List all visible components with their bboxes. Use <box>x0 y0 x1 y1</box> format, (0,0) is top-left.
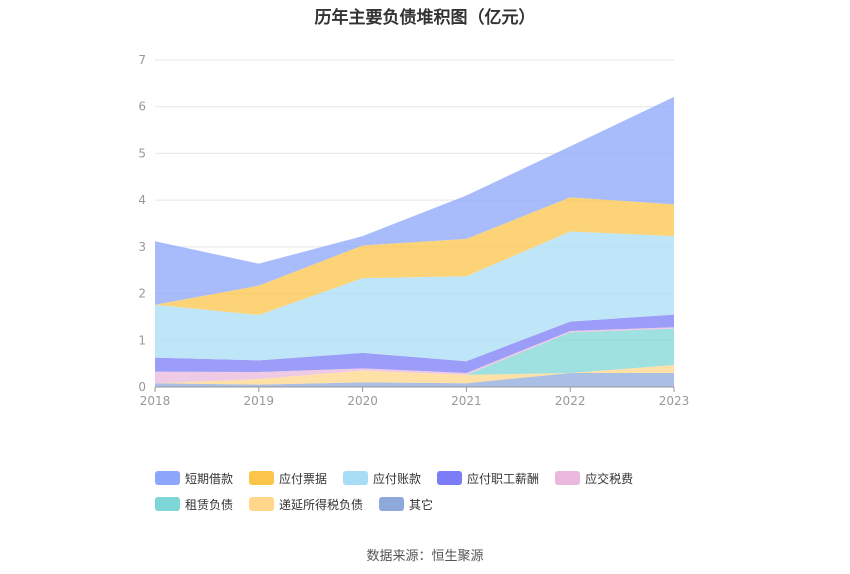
area-series-6 <box>155 197 674 316</box>
y-tick-label: 0 <box>138 380 146 394</box>
area-series-4 <box>155 314 674 373</box>
legend-swatch <box>437 471 463 485</box>
y-tick-label: 7 <box>138 53 146 67</box>
legend-label: 应付票据 <box>279 471 328 486</box>
legend-swatch <box>155 497 180 511</box>
legend-swatch <box>343 471 369 485</box>
legend-swatch <box>155 471 180 485</box>
y-tick-label: 6 <box>138 100 146 114</box>
legend-item[interactable]: 应交税费 <box>555 470 633 486</box>
legend-label: 短期借款 <box>185 471 234 486</box>
legend-label: 租赁负债 <box>185 497 234 512</box>
legend-item[interactable]: 其它 <box>379 496 433 512</box>
x-tick-label: 2022 <box>555 394 586 408</box>
legend-swatch <box>249 497 275 511</box>
area-series-2 <box>155 328 674 384</box>
area-series-1 <box>155 365 674 385</box>
chart-title: 历年主要负债堆积图（亿元） <box>314 8 536 28</box>
y-tick-label: 1 <box>138 333 146 347</box>
legend-item[interactable]: 短期借款 <box>155 470 233 486</box>
legend-swatch <box>249 471 275 485</box>
chart-legend: 短期借款 应付票据 应付账款 应付职工薪酬 应交税费租赁负债 递延所得税负债 其它 <box>155 470 715 512</box>
legend-label: 应交税费 <box>585 471 634 486</box>
x-tick-label: 2021 <box>451 394 482 408</box>
legend-label: 应付职工薪酬 <box>467 471 540 486</box>
legend-item[interactable]: 租赁负债 <box>155 496 233 512</box>
legend-label: 应付账款 <box>373 471 422 486</box>
legend-item[interactable]: 应付职工薪酬 <box>437 470 539 486</box>
area-series-3 <box>155 327 674 384</box>
legend-swatch <box>555 471 581 485</box>
x-tick-label: 2020 <box>347 394 378 408</box>
area-series-0 <box>155 372 674 387</box>
y-tick-label: 2 <box>138 287 146 301</box>
legend-label: 其它 <box>409 497 434 512</box>
source-note: 数据来源：恒生聚源 <box>366 549 484 564</box>
legend-label: 递延所得税负债 <box>279 497 364 512</box>
legend-item[interactable]: 应付账款 <box>343 470 421 486</box>
legend-item[interactable]: 应付票据 <box>249 470 327 486</box>
area-series-7 <box>155 96 674 305</box>
y-tick-label: 3 <box>138 240 146 254</box>
x-tick-label: 2023 <box>659 394 690 408</box>
area-series-5 <box>155 231 674 362</box>
y-tick-label: 5 <box>138 146 146 160</box>
legend-item[interactable]: 递延所得税负债 <box>249 496 363 512</box>
x-tick-label: 2019 <box>244 394 275 408</box>
x-tick-label: 2018 <box>140 394 171 408</box>
y-tick-label: 4 <box>138 193 146 207</box>
legend-swatch <box>379 497 405 511</box>
